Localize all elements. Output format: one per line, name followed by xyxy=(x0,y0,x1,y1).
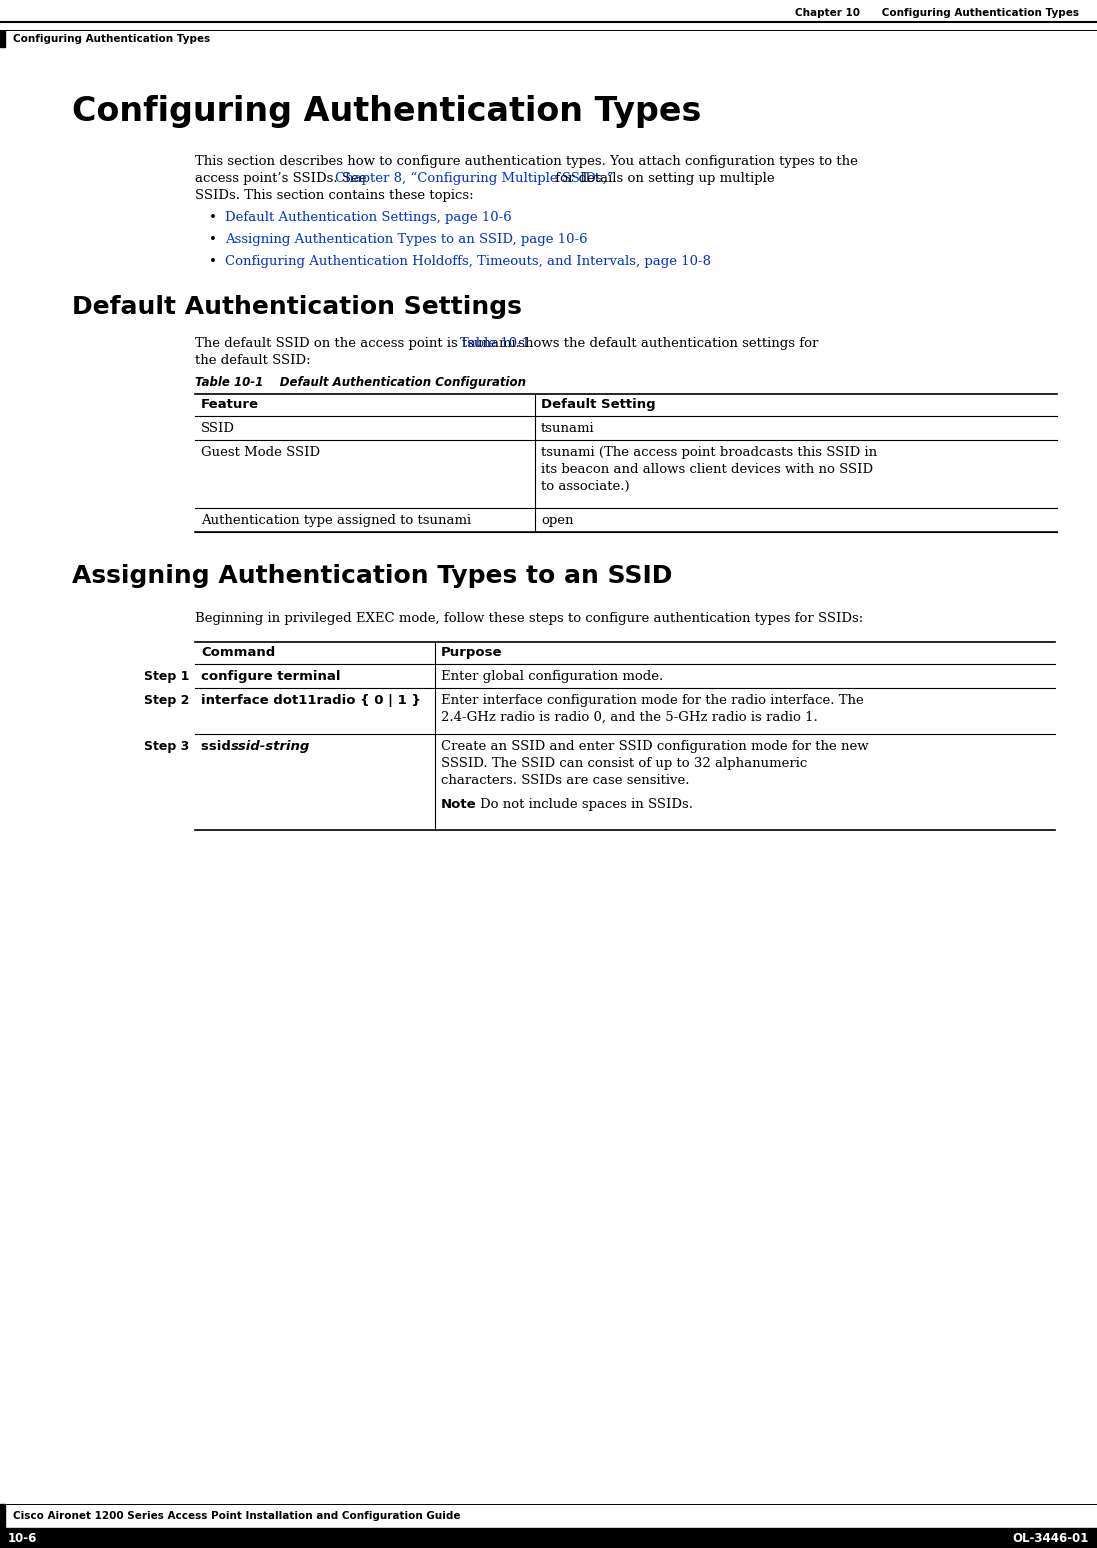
Text: Step 2: Step 2 xyxy=(144,694,190,707)
Text: Default Setting: Default Setting xyxy=(541,398,656,412)
Text: Chapter 10      Configuring Authentication Types: Chapter 10 Configuring Authentication Ty… xyxy=(795,8,1079,19)
Text: Feature: Feature xyxy=(201,398,259,412)
Text: Default Authentication Settings, page 10-6: Default Authentication Settings, page 10… xyxy=(225,211,511,224)
Text: Configuring Authentication Types: Configuring Authentication Types xyxy=(13,34,211,43)
Text: Table 10-1: Table 10-1 xyxy=(460,337,530,350)
Text: Table 10-1    Default Authentication Configuration: Table 10-1 Default Authentication Config… xyxy=(195,376,525,389)
Text: access point’s SSIDs. See: access point’s SSIDs. See xyxy=(195,172,371,186)
Bar xyxy=(140,687,1055,734)
Text: SSID: SSID xyxy=(201,423,235,435)
Text: Assigning Authentication Types to an SSID, page 10-6: Assigning Authentication Types to an SSI… xyxy=(225,234,588,246)
Text: Create an SSID and enter SSID configuration mode for the new
SSSID. The SSID can: Create an SSID and enter SSID configurat… xyxy=(441,740,869,786)
Text: tsunami: tsunami xyxy=(541,423,595,435)
Text: Enter interface configuration mode for the radio interface. The
2.4-GHz radio is: Enter interface configuration mode for t… xyxy=(441,694,863,724)
Text: the default SSID:: the default SSID: xyxy=(195,354,310,367)
Bar xyxy=(140,734,1055,830)
Text: open: open xyxy=(541,514,574,526)
Text: Cisco Aironet 1200 Series Access Point Installation and Configuration Guide: Cisco Aironet 1200 Series Access Point I… xyxy=(13,1511,461,1522)
Text: Do not include spaces in SSIDs.: Do not include spaces in SSIDs. xyxy=(480,799,693,811)
Bar xyxy=(195,395,1058,416)
Text: •: • xyxy=(210,211,217,224)
Text: SSIDs. This section contains these topics:: SSIDs. This section contains these topic… xyxy=(195,189,474,201)
Text: ssid: ssid xyxy=(201,740,236,752)
Text: Enter global configuration mode.: Enter global configuration mode. xyxy=(441,670,664,683)
Text: Note: Note xyxy=(441,799,476,811)
Text: interface dot11radio { 0 | 1 }: interface dot11radio { 0 | 1 } xyxy=(201,694,421,707)
Text: Step 3: Step 3 xyxy=(144,740,190,752)
Text: Beginning in privileged EXEC mode, follow these steps to configure authenticatio: Beginning in privileged EXEC mode, follo… xyxy=(195,611,863,625)
Text: ssid-string: ssid-string xyxy=(231,740,310,752)
Bar xyxy=(195,440,1058,508)
Text: Step 1: Step 1 xyxy=(144,670,190,683)
Text: This section describes how to configure authentication types. You attach configu: This section describes how to configure … xyxy=(195,155,858,169)
Text: Configuring Authentication Types: Configuring Authentication Types xyxy=(72,94,701,128)
Text: shows the default authentication settings for: shows the default authentication setting… xyxy=(513,337,818,350)
Text: tsunami (The access point broadcasts this SSID in
its beacon and allows client d: tsunami (The access point broadcasts thi… xyxy=(541,446,878,492)
Text: Purpose: Purpose xyxy=(441,646,502,659)
Bar xyxy=(195,642,1055,664)
Text: •: • xyxy=(210,255,217,268)
Text: Authentication type assigned to tsunami: Authentication type assigned to tsunami xyxy=(201,514,471,526)
Text: Assigning Authentication Types to an SSID: Assigning Authentication Types to an SSI… xyxy=(72,563,672,588)
Bar xyxy=(0,31,5,46)
Bar xyxy=(195,416,1058,440)
Text: Guest Mode SSID: Guest Mode SSID xyxy=(201,446,320,460)
Text: Chapter 8, “Configuring Multiple SSIDs,”: Chapter 8, “Configuring Multiple SSIDs,” xyxy=(336,172,614,186)
Bar xyxy=(0,1505,5,1528)
Bar xyxy=(0,1528,1097,1548)
Text: 10-6: 10-6 xyxy=(8,1531,37,1545)
Text: OL-3446-01: OL-3446-01 xyxy=(1013,1531,1089,1545)
Bar xyxy=(195,508,1058,533)
Text: Configuring Authentication Holdoffs, Timeouts, and Intervals, page 10-8: Configuring Authentication Holdoffs, Tim… xyxy=(225,255,711,268)
Text: Default Authentication Settings: Default Authentication Settings xyxy=(72,296,522,319)
Text: Command: Command xyxy=(201,646,275,659)
Text: configure terminal: configure terminal xyxy=(201,670,340,683)
Bar xyxy=(140,664,1055,687)
Text: for details on setting up multiple: for details on setting up multiple xyxy=(552,172,774,186)
Text: The default SSID on the access point is tsunami.: The default SSID on the access point is … xyxy=(195,337,524,350)
Text: •: • xyxy=(210,234,217,246)
